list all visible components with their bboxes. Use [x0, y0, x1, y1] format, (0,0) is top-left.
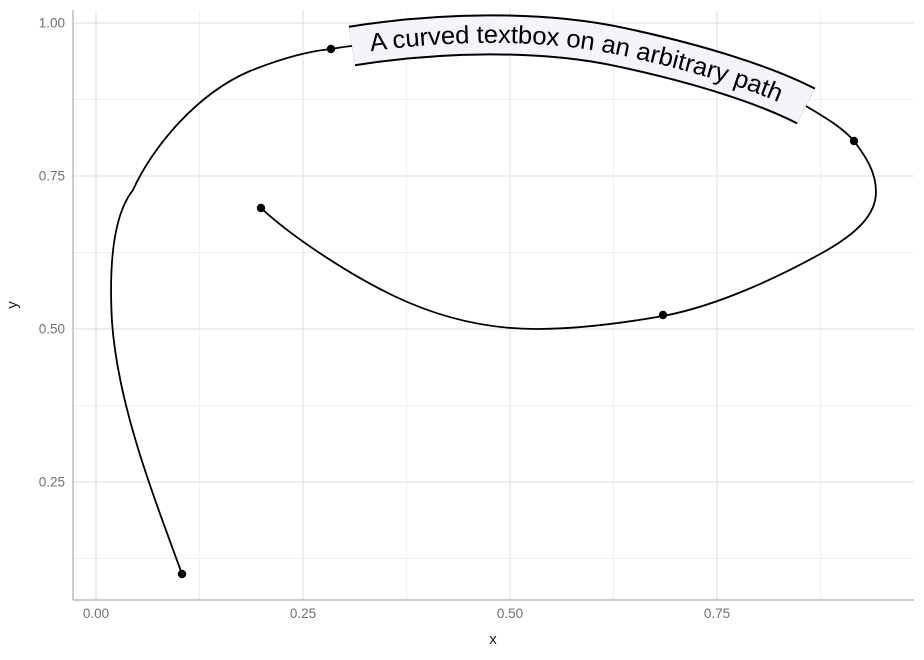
x-tick-labels: 0.00 0.25 0.50 0.75	[83, 606, 730, 621]
x-tick-label: 0.25	[290, 606, 316, 621]
y-tick-label: 0.25	[39, 475, 65, 490]
data-point	[658, 310, 668, 320]
x-tick-label: 0.75	[704, 606, 730, 621]
x-tick-label: 0.00	[83, 606, 109, 621]
x-tick-label: 0.50	[497, 606, 523, 621]
curved-label-box: A curved textbox on an arbitrary path	[352, 21, 806, 108]
y-tick-label: 1.00	[39, 16, 65, 31]
data-point	[849, 136, 859, 146]
spline-path	[110, 33, 877, 575]
data-point	[326, 44, 336, 54]
x-axis-title: x	[489, 631, 497, 648]
data-point	[177, 569, 187, 579]
y-axis-title: y	[4, 301, 21, 309]
y-tick-labels: 1.00 0.75 0.50 0.25	[39, 16, 65, 490]
data-points	[177, 44, 859, 579]
y-tick-label: 0.50	[39, 322, 65, 337]
data-point	[256, 203, 266, 213]
y-tick-label: 0.75	[39, 169, 65, 184]
grid-minor	[73, 10, 914, 600]
axis-lines	[72, 10, 914, 601]
